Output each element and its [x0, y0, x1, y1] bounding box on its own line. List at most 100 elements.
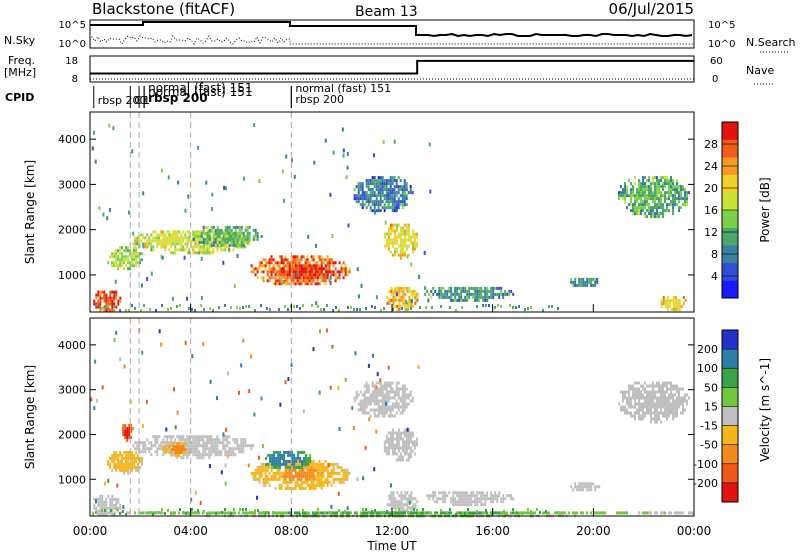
heatmap-cell [630, 188, 632, 192]
heatmap-cell [385, 401, 388, 406]
heatmap-cell [377, 411, 380, 415]
heatmap-cell [117, 264, 120, 268]
heatmap-cell [403, 238, 406, 242]
heatmap-cell [385, 399, 388, 403]
heatmap-cell [407, 226, 410, 230]
heatmap-cell [680, 305, 683, 308]
heatmap-cell [397, 402, 400, 406]
heatmap-cell [622, 194, 624, 198]
heatmap-cell [234, 447, 237, 451]
heatmap-cell [252, 477, 255, 481]
heatmap-cell [572, 283, 575, 287]
heatmap-cell [379, 405, 382, 409]
heatmap-cell [369, 191, 372, 195]
heatmap-cell [373, 396, 376, 400]
heatmap-cell [324, 273, 327, 277]
heatmap-cell [478, 511, 480, 515]
heatmap-cell [424, 511, 426, 515]
colorbar-swatch [722, 482, 738, 503]
heatmap-cell [355, 396, 358, 400]
heatmap-cell [244, 240, 247, 244]
heatmap-cell [367, 194, 370, 198]
heatmap-cell [373, 399, 376, 403]
heatmap-cell [254, 511, 256, 515]
heatmap-cell [408, 289, 411, 293]
heatmap-cell [322, 483, 325, 487]
heatmap-cell [401, 396, 404, 400]
heatmap-cell [668, 402, 670, 406]
heatmap-cell [375, 396, 378, 400]
heatmap-cell [353, 396, 356, 400]
heatmap-cell [398, 511, 400, 515]
heatmap-cell [373, 203, 376, 207]
heatmap-cell [310, 471, 313, 475]
heatmap-cell [375, 182, 378, 186]
heatmap-cell [286, 258, 289, 262]
heatmap-cell [160, 444, 163, 448]
heatmap-cell [668, 197, 670, 201]
heatmap-cell [123, 258, 126, 262]
heatmap-cell [224, 304, 226, 307]
heatmap-cell [444, 295, 447, 299]
heatmap-cell [313, 160, 316, 165]
heatmap-cell [398, 304, 401, 308]
heatmap-cell [394, 292, 397, 296]
heatmap-cell [356, 477, 359, 482]
heatmap-cell [383, 232, 386, 236]
heatmap-cell [314, 511, 316, 515]
heatmap-cell [401, 458, 404, 462]
heatmap-cell [636, 393, 638, 397]
heatmap-cell [148, 450, 151, 454]
heatmap-cell [342, 148, 345, 153]
heatmap-cell [308, 477, 311, 481]
heatmap-cell [676, 191, 678, 195]
heatmap-cell [128, 309, 130, 312]
heatmap-cell [152, 245, 155, 249]
heatmap-cell [392, 308, 394, 311]
heatmap-cell [377, 203, 380, 207]
heatmap-cell [344, 474, 347, 478]
heatmap-cell [642, 396, 644, 400]
heatmap-cell [620, 408, 622, 412]
heatmap-cell [274, 267, 277, 271]
heatmap-cell [403, 203, 406, 207]
heatmap-cell [672, 417, 674, 421]
heatmap-cell [680, 197, 682, 201]
heatmap-cell [224, 435, 227, 439]
freq-y-right-tick-top: 60 [710, 56, 723, 67]
heatmap-cell [434, 491, 437, 495]
heatmap-cell [500, 286, 503, 290]
heatmap-cell [280, 279, 283, 283]
heatmap-cell [662, 384, 664, 388]
heatmap-cell [388, 497, 391, 501]
heatmap-cell [496, 494, 499, 498]
heatmap-cell [356, 267, 359, 272]
heatmap-cell [452, 491, 455, 495]
heatmap-cell [146, 239, 149, 243]
heatmap-cell [284, 305, 286, 308]
heatmap-cell [411, 250, 414, 254]
heatmap-cell [648, 402, 650, 406]
heatmap-cell [258, 468, 261, 472]
heatmap-cell [137, 252, 140, 256]
heatmap-cell [228, 247, 231, 252]
heatmap-cell [392, 503, 395, 507]
heatmap-cell [107, 459, 110, 463]
heatmap-cell [288, 276, 291, 280]
heatmap-cell [650, 414, 652, 418]
heatmap-cell [320, 468, 323, 472]
heatmap-cell [442, 494, 445, 498]
heatmap-cell [290, 258, 293, 262]
heatmap-cell [514, 511, 516, 515]
heatmap-cell [357, 408, 360, 412]
frequency-panel: 18 8 60 0 [65, 55, 723, 85]
heatmap-cell [674, 405, 676, 409]
heatmap-cell [288, 282, 291, 286]
heatmap-cell [142, 245, 145, 249]
heatmap-cell [218, 240, 221, 244]
heatmap-cell [654, 393, 656, 397]
heatmap-cell [638, 188, 640, 192]
heatmap-cell [476, 295, 479, 299]
heatmap-cell [148, 447, 151, 451]
heatmap-cell [273, 462, 276, 466]
